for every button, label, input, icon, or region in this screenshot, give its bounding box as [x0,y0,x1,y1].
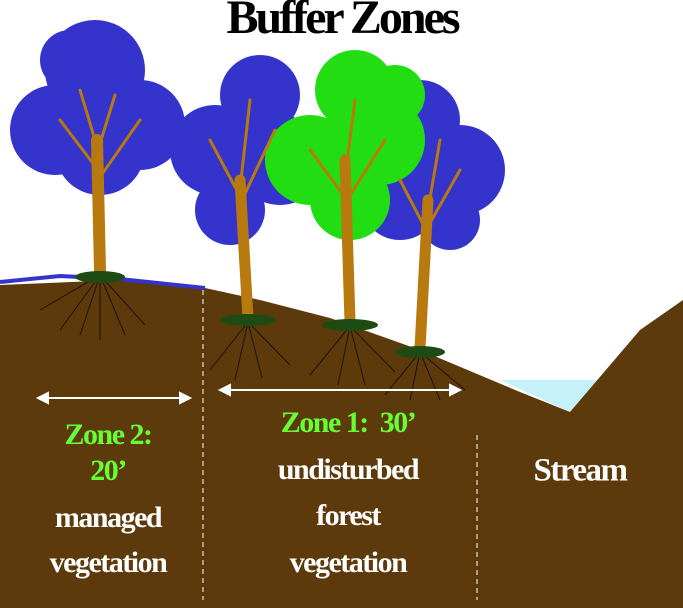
zone-description: vegetation [50,546,168,579]
diagram: Buffer Zones [0,0,683,608]
zone-label: Stream [533,453,627,489]
zone-label: Zone 2: [65,418,152,451]
zone-description: vegetation [290,546,408,579]
zone-label: 20’ [90,454,126,487]
zone-description: managed [55,501,163,534]
page: Buffer Zones [0,0,683,608]
zone-label: Zone 1: 30’ [281,406,416,439]
zone-description: forest [316,499,381,532]
zone-description: undisturbed [278,453,420,486]
title: Buffer Zones [226,0,459,44]
